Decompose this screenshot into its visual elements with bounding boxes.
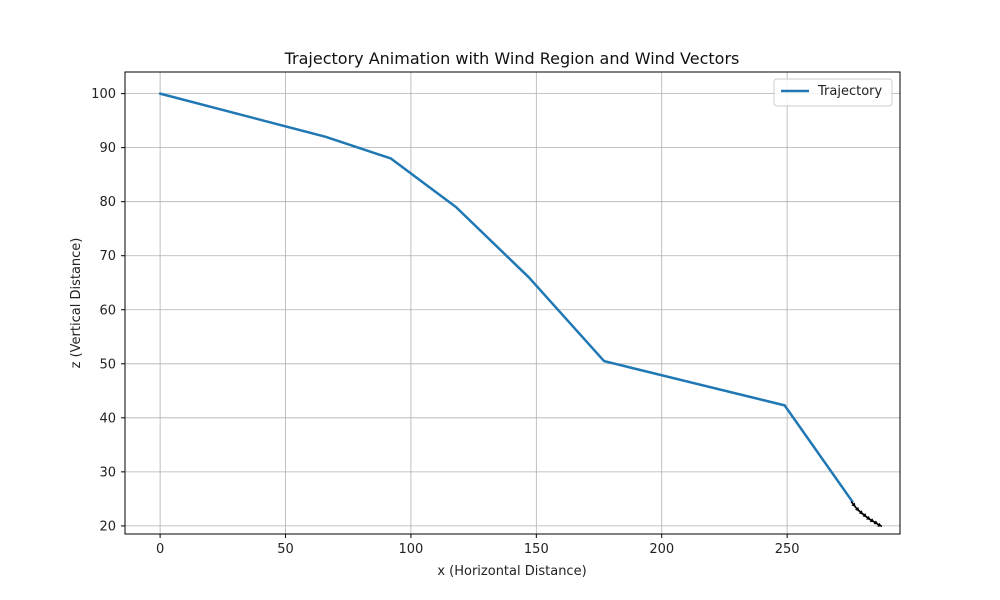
- x-tick-label: 50: [277, 542, 294, 557]
- y-tick-label: 40: [99, 411, 116, 426]
- plot-frame: [124, 71, 901, 535]
- wind-vector-head: [877, 522, 882, 527]
- y-tick-label: 60: [99, 303, 116, 318]
- wind-vector: [861, 512, 868, 518]
- y-tick-label: 70: [99, 249, 116, 264]
- x-axis-label: x (Horizontal Distance): [437, 564, 586, 579]
- y-tick-label: 100: [91, 87, 116, 102]
- legend-label-trajectory: Trajectory: [817, 84, 882, 99]
- wind-vector: [873, 520, 879, 525]
- x-tick-label: 0: [156, 542, 164, 557]
- plot-data: [158, 92, 883, 528]
- y-tick-label: 80: [99, 195, 116, 210]
- wind-vector-head: [851, 502, 856, 507]
- chart-title: Trajectory Animation with Wind Region an…: [284, 49, 740, 68]
- legend-box: [773, 78, 893, 107]
- wind-vector: [850, 501, 857, 508]
- wind-vector-head: [855, 506, 860, 512]
- legend: Trajectory: [773, 78, 893, 107]
- x-tick-label: 150: [524, 542, 549, 557]
- y-tick-label: 30: [99, 465, 116, 480]
- grid-lines: [125, 72, 900, 534]
- axis-ticks: 0 50 100 150 200 250 20 30 40 50 60 70 80 90 100: [91, 87, 799, 557]
- wind-vector-head: [873, 520, 879, 525]
- y-axis-label: z (Vertical Distance): [69, 238, 84, 369]
- wind-vector: [877, 522, 883, 528]
- wind-vector-head: [866, 515, 871, 520]
- wind-vector-head: [862, 512, 867, 518]
- x-tick-label: 200: [649, 542, 674, 557]
- x-tick-label: 250: [775, 542, 800, 557]
- y-tick-label: 50: [99, 357, 116, 372]
- x-tick-label: 100: [399, 542, 424, 557]
- series-line-trajectory: [158, 92, 854, 503]
- y-tick-label: 90: [99, 141, 116, 156]
- wind-vector-head: [869, 518, 875, 523]
- wind-vector-head: [858, 510, 864, 515]
- y-tick-label: 20: [99, 519, 116, 534]
